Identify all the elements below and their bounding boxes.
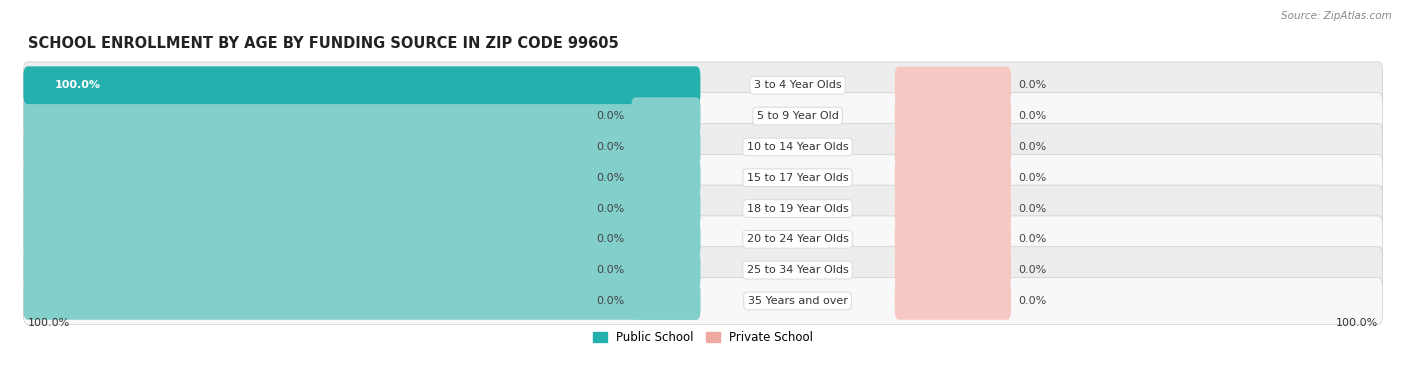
FancyBboxPatch shape [24, 185, 1382, 232]
Text: 10 to 14 Year Olds: 10 to 14 Year Olds [747, 142, 848, 152]
FancyBboxPatch shape [24, 221, 700, 258]
FancyBboxPatch shape [894, 66, 1011, 104]
Text: 0.0%: 0.0% [596, 111, 624, 121]
FancyBboxPatch shape [24, 251, 700, 289]
Text: 0.0%: 0.0% [596, 234, 624, 244]
Text: 3 to 4 Year Olds: 3 to 4 Year Olds [754, 80, 841, 90]
FancyBboxPatch shape [24, 93, 1382, 139]
FancyBboxPatch shape [24, 282, 700, 320]
Text: 0.0%: 0.0% [596, 142, 624, 152]
Text: 0.0%: 0.0% [1018, 296, 1046, 306]
Text: 0.0%: 0.0% [596, 204, 624, 213]
FancyBboxPatch shape [24, 66, 700, 104]
Text: 100.0%: 100.0% [55, 80, 101, 90]
Text: 0.0%: 0.0% [596, 173, 624, 183]
Text: 35 Years and over: 35 Years and over [748, 296, 848, 306]
Text: 0.0%: 0.0% [1018, 204, 1046, 213]
Text: 0.0%: 0.0% [1018, 234, 1046, 244]
FancyBboxPatch shape [894, 159, 1011, 196]
FancyBboxPatch shape [631, 159, 700, 196]
FancyBboxPatch shape [894, 282, 1011, 320]
FancyBboxPatch shape [24, 216, 1382, 263]
FancyBboxPatch shape [894, 251, 1011, 289]
Text: 100.0%: 100.0% [1336, 318, 1378, 328]
FancyBboxPatch shape [24, 124, 1382, 170]
Text: 0.0%: 0.0% [596, 296, 624, 306]
FancyBboxPatch shape [24, 247, 1382, 294]
Text: 0.0%: 0.0% [1018, 265, 1046, 275]
FancyBboxPatch shape [24, 62, 1382, 109]
FancyBboxPatch shape [24, 159, 700, 196]
Text: 20 to 24 Year Olds: 20 to 24 Year Olds [747, 234, 848, 244]
Text: 25 to 34 Year Olds: 25 to 34 Year Olds [747, 265, 848, 275]
Text: 5 to 9 Year Old: 5 to 9 Year Old [756, 111, 838, 121]
FancyBboxPatch shape [24, 190, 700, 227]
FancyBboxPatch shape [631, 282, 700, 320]
FancyBboxPatch shape [894, 97, 1011, 135]
FancyBboxPatch shape [631, 251, 700, 289]
FancyBboxPatch shape [24, 277, 1382, 324]
Text: 18 to 19 Year Olds: 18 to 19 Year Olds [747, 204, 848, 213]
FancyBboxPatch shape [24, 66, 700, 104]
FancyBboxPatch shape [894, 221, 1011, 258]
Text: 0.0%: 0.0% [1018, 80, 1046, 90]
FancyBboxPatch shape [894, 128, 1011, 166]
FancyBboxPatch shape [894, 190, 1011, 227]
Text: 100.0%: 100.0% [28, 318, 70, 328]
FancyBboxPatch shape [631, 221, 700, 258]
Legend: Public School, Private School: Public School, Private School [588, 326, 818, 349]
FancyBboxPatch shape [24, 154, 1382, 201]
Text: 0.0%: 0.0% [1018, 142, 1046, 152]
FancyBboxPatch shape [24, 128, 700, 166]
Text: 0.0%: 0.0% [596, 265, 624, 275]
Text: 0.0%: 0.0% [1018, 173, 1046, 183]
Text: 15 to 17 Year Olds: 15 to 17 Year Olds [747, 173, 848, 183]
FancyBboxPatch shape [631, 190, 700, 227]
FancyBboxPatch shape [631, 128, 700, 166]
FancyBboxPatch shape [24, 97, 700, 135]
Text: SCHOOL ENROLLMENT BY AGE BY FUNDING SOURCE IN ZIP CODE 99605: SCHOOL ENROLLMENT BY AGE BY FUNDING SOUR… [28, 37, 619, 51]
FancyBboxPatch shape [631, 97, 700, 135]
Text: Source: ZipAtlas.com: Source: ZipAtlas.com [1281, 11, 1392, 21]
Text: 0.0%: 0.0% [1018, 111, 1046, 121]
